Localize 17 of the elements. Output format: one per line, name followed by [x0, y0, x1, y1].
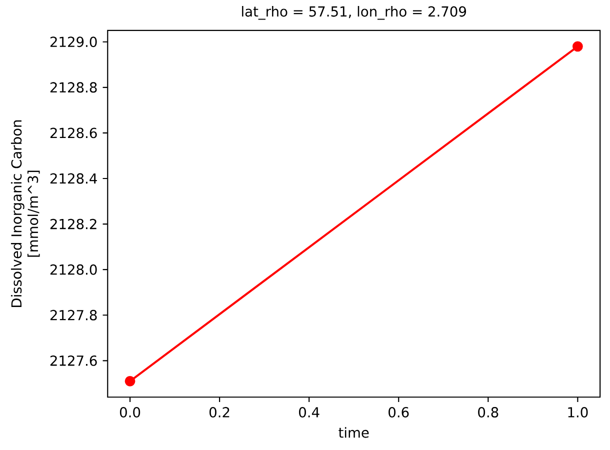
y-tick-label: 2128.0 — [50, 264, 97, 275]
x-tick-label: 0.4 — [299, 407, 320, 418]
y-tick-label: 2128.6 — [50, 128, 97, 138]
x-axis-title: time — [338, 427, 369, 438]
y-tick-label: 2128.8 — [50, 82, 97, 93]
y-tick-label: 2127.6 — [50, 356, 97, 366]
y-tick-label: 2129.0 — [50, 36, 97, 48]
y-tick-label: 2127.8 — [50, 310, 97, 320]
x-tick-label: 0.6 — [388, 407, 409, 418]
x-tick-label: 0.0 — [120, 407, 140, 418]
x-tick-label: 0.8 — [478, 407, 498, 418]
y-axis-title: Dissolved Inorganic Carbon [mmol/m^3] — [10, 120, 40, 308]
x-tick-label: 1.0 — [568, 407, 588, 418]
x-tick-label: 0.2 — [210, 407, 230, 418]
y-tick-label: 2128.4 — [50, 173, 97, 184]
y-tick-label: 2128.2 — [50, 218, 96, 230]
chart-title: lat_rho = 57.51, lon_rho = 2.709 — [242, 6, 466, 20]
